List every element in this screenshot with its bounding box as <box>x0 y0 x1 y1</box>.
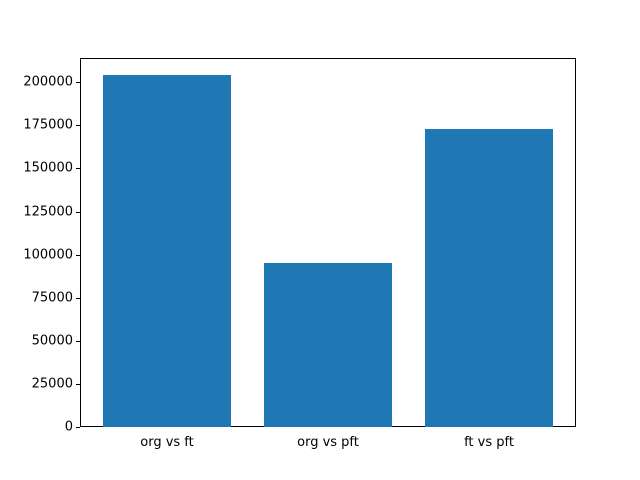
y-tick-label: 175000 <box>23 117 73 133</box>
bar-org-vs-ft <box>102 75 232 427</box>
y-tick-mark <box>76 211 80 213</box>
y-tick-mark <box>76 125 80 127</box>
y-tick-label: 75000 <box>31 290 73 306</box>
y-tick-mark <box>76 254 80 256</box>
y-tick-label: 200000 <box>23 74 73 90</box>
y-tick-label: 0 <box>64 419 73 435</box>
x-tick-label: org vs pft <box>297 435 359 450</box>
y-tick-mark <box>76 340 80 342</box>
y-tick-mark <box>76 82 80 84</box>
y-tick-mark <box>76 297 80 299</box>
x-tick-label: ft vs pft <box>464 435 514 450</box>
y-tick-mark <box>76 168 80 170</box>
y-tick-label: 50000 <box>31 333 73 349</box>
y-tick-label: 25000 <box>31 376 73 392</box>
y-tick-mark <box>76 427 80 428</box>
bar-org-vs-pft <box>263 263 393 427</box>
y-tick-mark <box>76 383 80 385</box>
bar-ft-vs-pft <box>424 128 554 427</box>
y-tick-label: 125000 <box>23 204 73 219</box>
y-tick-label: 100000 <box>23 247 73 263</box>
x-tick-label: org vs ft <box>140 435 194 450</box>
y-tick-label: 150000 <box>23 160 73 176</box>
